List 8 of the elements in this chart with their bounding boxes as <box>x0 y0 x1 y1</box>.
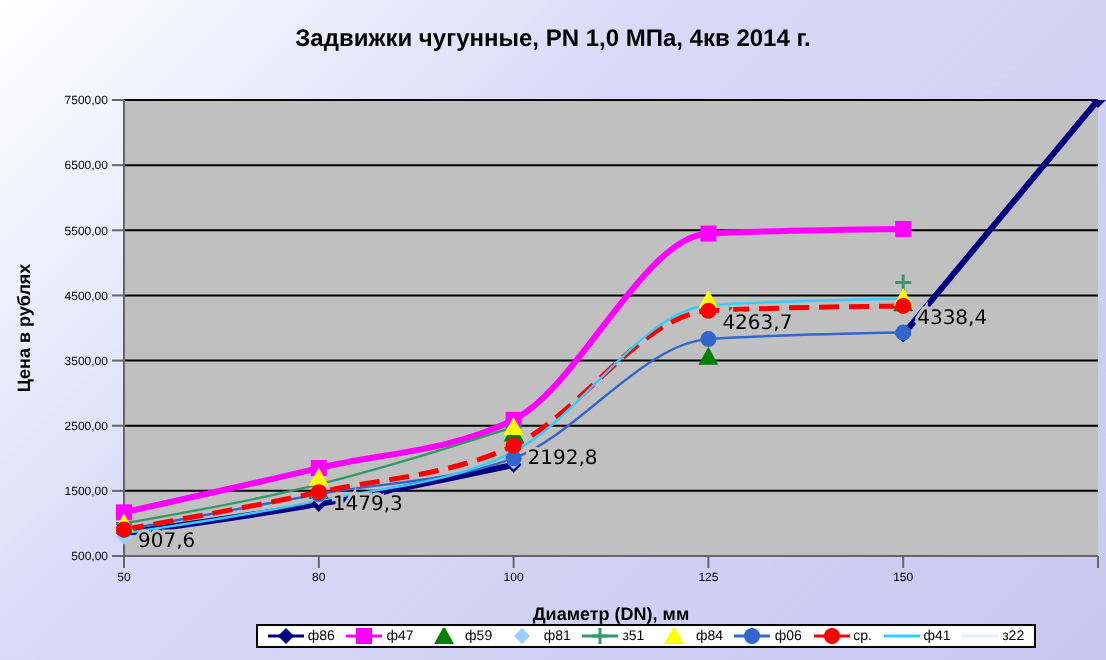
chart-title: Задвижки чугунные, PN 1,0 МПа, 4кв 2014 г. <box>293 24 813 52</box>
data-label: 1479,3 <box>332 494 403 517</box>
data-label: 907,6 <box>138 531 196 554</box>
data-label: 4263,7 <box>722 312 793 335</box>
data-label: 4338,4 <box>917 307 988 330</box>
data-label: 2192,8 <box>527 447 598 470</box>
y-axis-title: Цена в рублях <box>14 263 35 393</box>
x-axis-title: Диаметр (DN), мм <box>532 604 690 624</box>
